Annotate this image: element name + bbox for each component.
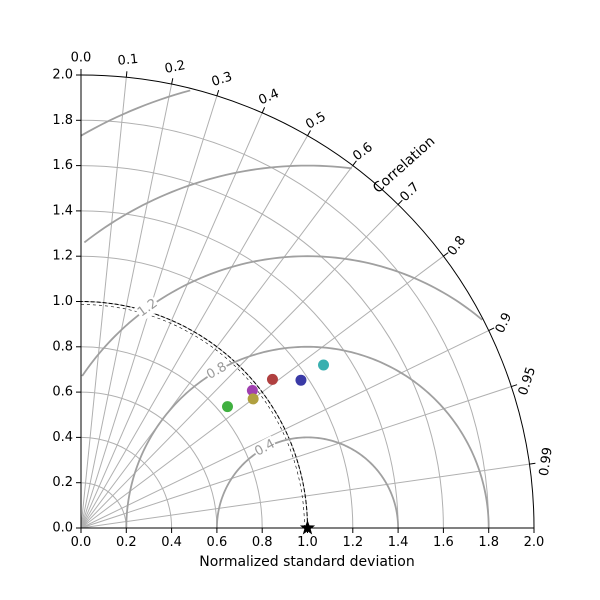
rms-contour	[80, 89, 191, 137]
data-point	[266, 373, 278, 385]
correlation-tick	[352, 160, 357, 166]
correlation-tick-label: 0.9	[493, 311, 516, 336]
rms-contour-label: 1.2	[135, 296, 161, 320]
reference-star-marker	[299, 520, 316, 535]
data-point	[222, 401, 234, 413]
data-point	[247, 393, 259, 405]
std-grid-arc	[80, 165, 444, 529]
correlation-tick	[529, 462, 536, 465]
rms-contour	[81, 255, 483, 377]
correlation-grid-line	[80, 165, 354, 529]
x-tick-label: 1.6	[433, 535, 454, 550]
y-tick-label: 0.6	[52, 385, 73, 400]
correlation-grid-line	[80, 112, 263, 529]
x-tick-label: 1.2	[342, 535, 363, 550]
x-tick-label: 0.2	[116, 535, 137, 550]
x-tick-label: 0.0	[71, 535, 92, 550]
data-point	[295, 374, 307, 386]
y-tick-label: 1.8	[52, 113, 73, 128]
y-tick-label: 0.8	[52, 339, 73, 354]
correlation-tick	[511, 384, 518, 388]
correlation-tick	[171, 78, 174, 85]
y-tick-label: 2.0	[52, 68, 73, 83]
rms-contour-layer: 0.4 0.8 1.2	[80, 89, 490, 529]
correlation-tick-label: 0.3	[210, 69, 234, 90]
correlation-tick	[488, 327, 495, 331]
std-grid-arc	[80, 210, 399, 529]
rms-contour-label: 0.8	[204, 359, 229, 382]
correlation-tick	[261, 107, 266, 114]
correlation-tick-label: 0.1	[117, 52, 139, 69]
x-axis-label: Normalized standard deviation	[199, 554, 414, 570]
y-tick-label: 0.4	[52, 430, 73, 445]
rms-contour-label: 0.4	[252, 437, 277, 460]
correlation-tick-label: 0.8	[445, 233, 469, 259]
correlation-tick-label: 0.4	[257, 86, 282, 108]
x-tick-label: 2.0	[524, 535, 545, 550]
y-tick-label: 0.2	[52, 475, 73, 490]
correlation-tick-label: 0.99	[537, 446, 556, 477]
std-grid-arc	[80, 391, 218, 529]
correlation-tick	[307, 130, 311, 136]
correlation-tick-label: 0.0	[71, 51, 92, 66]
reference-std-circle	[80, 301, 308, 529]
correlation-tick-label: 0.2	[163, 58, 186, 77]
axes-layer: 0.0 0.1 0.20.30.40.50.60.70.80.90.950.990.…	[52, 51, 555, 551]
rms-contour	[216, 436, 399, 529]
rms-contour	[83, 164, 352, 244]
y-tick-label: 1.2	[52, 249, 73, 264]
reference-std-circle-inner	[80, 304, 305, 529]
rms-contour	[125, 345, 490, 529]
correlation-grid-line	[80, 84, 173, 529]
correlation-tick-label: 0.95	[516, 365, 539, 397]
x-tick-label: 1.8	[478, 535, 499, 550]
outer-arc	[80, 74, 535, 529]
points-layer	[222, 359, 330, 535]
correlation-tick-label: 0.6	[350, 140, 376, 164]
correlation-tick-label: 0.5	[303, 109, 328, 132]
x-tick-label: 0.6	[207, 535, 228, 550]
rms-contour-label-bg	[251, 435, 279, 461]
std-grid-arc	[80, 346, 263, 529]
data-point	[318, 359, 330, 371]
y-tick-label: 0.0	[52, 521, 73, 536]
correlation-tick	[443, 252, 449, 257]
y-tick-label: 1.0	[52, 294, 73, 309]
correlation-tick	[216, 89, 220, 97]
rms-contour-label-bg	[203, 358, 231, 384]
std-grid-arc	[80, 119, 490, 529]
correlation-tick	[397, 199, 403, 205]
correlation-tick	[125, 71, 128, 78]
x-tick-label: 1.4	[388, 535, 409, 550]
x-tick-label: 0.8	[252, 535, 273, 550]
y-tick-label: 1.4	[52, 203, 73, 218]
rms-contour-label-bg	[134, 295, 162, 322]
x-tick-label: 1.0	[297, 535, 318, 550]
std-grid-arc	[80, 255, 354, 529]
correlation-grid-line	[80, 386, 512, 529]
x-tick-label: 0.4	[161, 535, 182, 550]
y-tick-label: 1.6	[52, 158, 73, 173]
data-point	[246, 385, 258, 397]
